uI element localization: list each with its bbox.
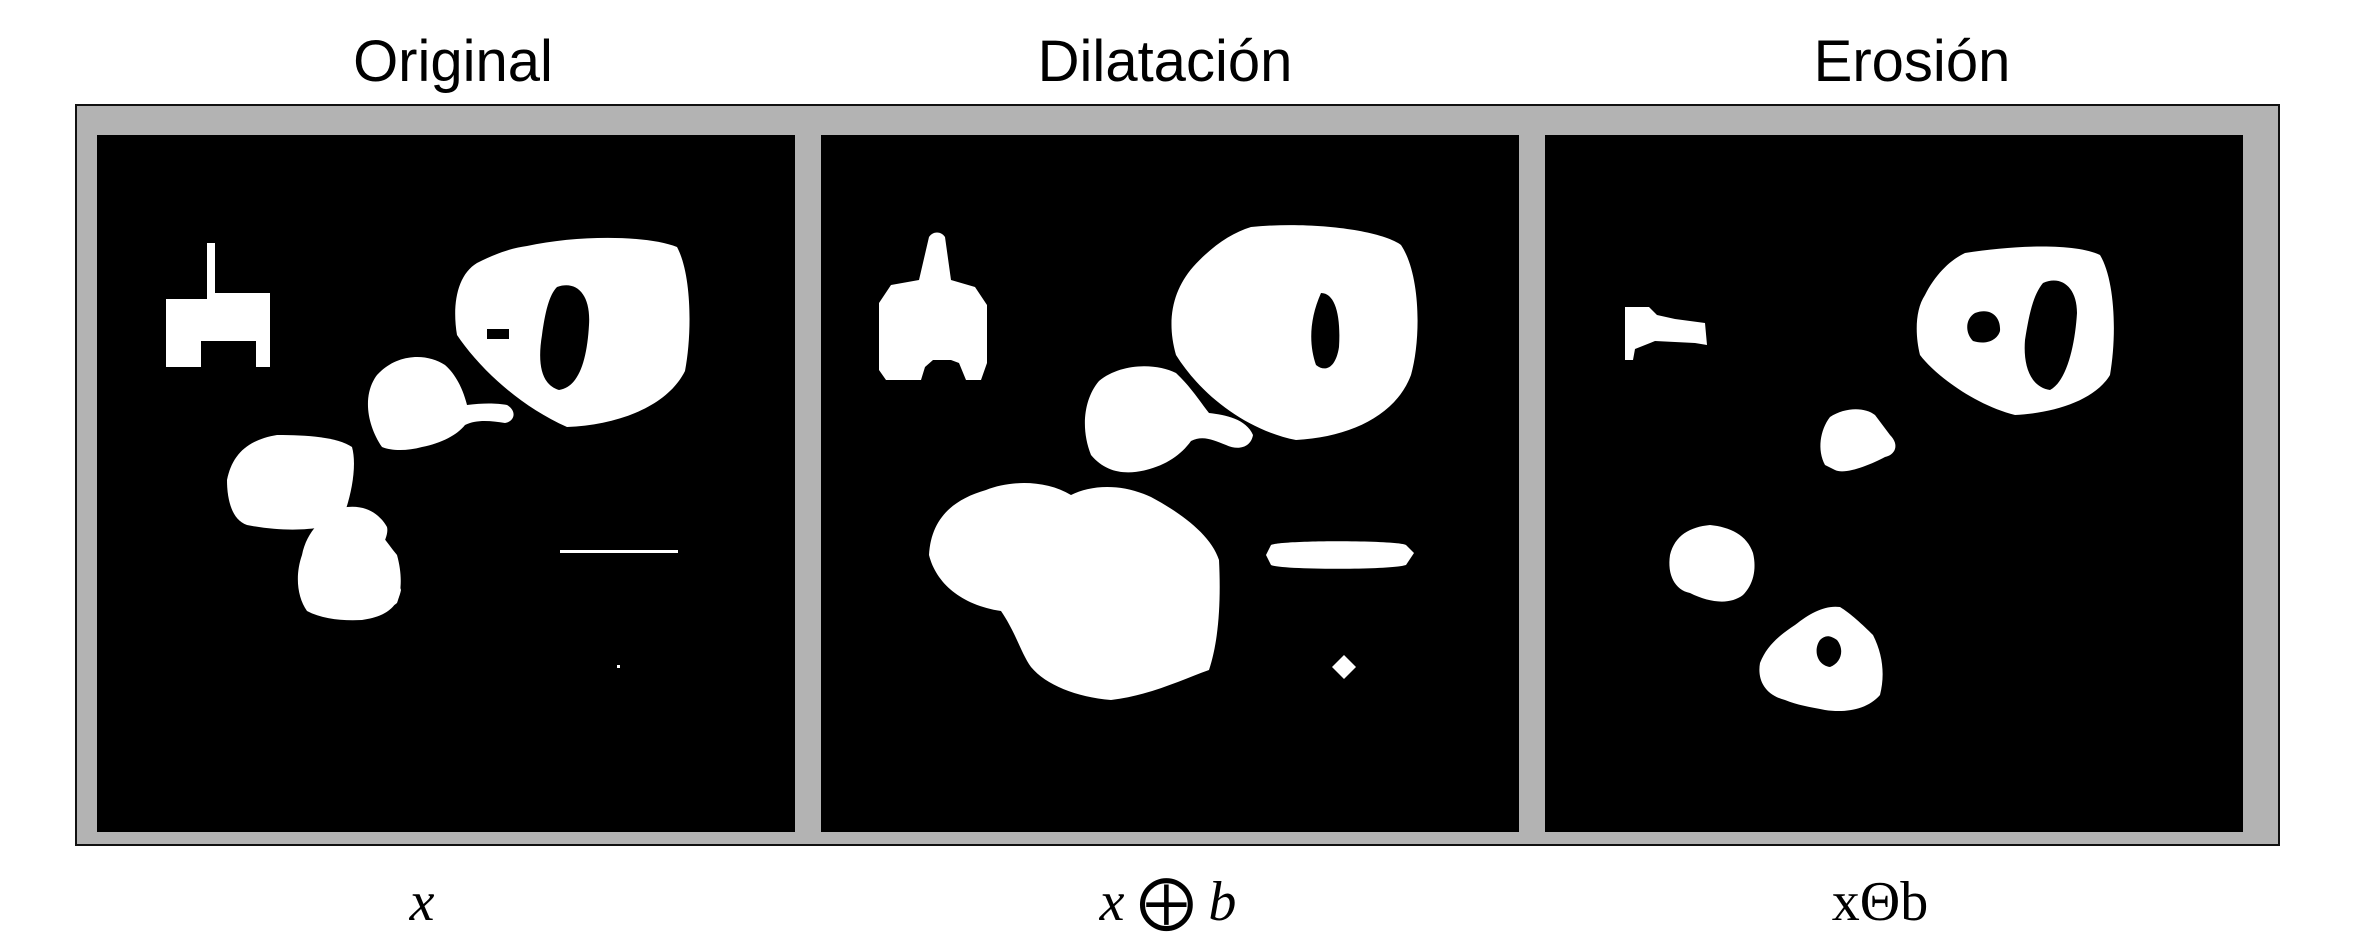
blob-bottom-main: [297, 506, 401, 621]
blob-top-middle: [367, 356, 514, 450]
blob-ring: [1916, 246, 2114, 415]
caption-dilation-left: x: [1099, 871, 1125, 933]
caption-dilation-operator: ⨁: [1138, 871, 1195, 933]
panel-original: [97, 135, 795, 832]
blob-ring: [455, 237, 690, 427]
blob-bottom: [1759, 606, 1883, 712]
title-original: Original: [353, 29, 553, 94]
caption-dilation: x ⨁ b: [818, 862, 1518, 942]
blob-diamond: [1332, 655, 1356, 679]
blob-t-shape: [1625, 307, 1707, 360]
blob-top-middle: [1084, 366, 1253, 473]
blob-bar: [1266, 541, 1414, 569]
caption-dilation-right: b: [1208, 871, 1237, 933]
blob-left: [1669, 525, 1755, 602]
blob-bottom-group: [929, 483, 1220, 700]
panel-dilation: [821, 135, 1519, 832]
blob-t-shape: [166, 243, 270, 367]
caption-erosion: xΘb: [1831, 871, 1929, 933]
blob-left: [227, 435, 354, 530]
blob-t-shape: [879, 232, 987, 380]
blob-ring: [1171, 225, 1418, 440]
panel-erosion: [1545, 135, 2243, 832]
dilation-image: [879, 225, 1418, 700]
original-image: [166, 237, 690, 668]
title-dilation: Dilatación: [1037, 29, 1293, 94]
blob-thin-line: [560, 550, 678, 553]
caption-original: x: [409, 871, 435, 933]
title-erosion: Erosión: [1813, 29, 2011, 94]
erosion-image: [1625, 246, 2114, 712]
blob-top-middle: [1820, 409, 1896, 472]
blob-dot: [617, 665, 620, 668]
